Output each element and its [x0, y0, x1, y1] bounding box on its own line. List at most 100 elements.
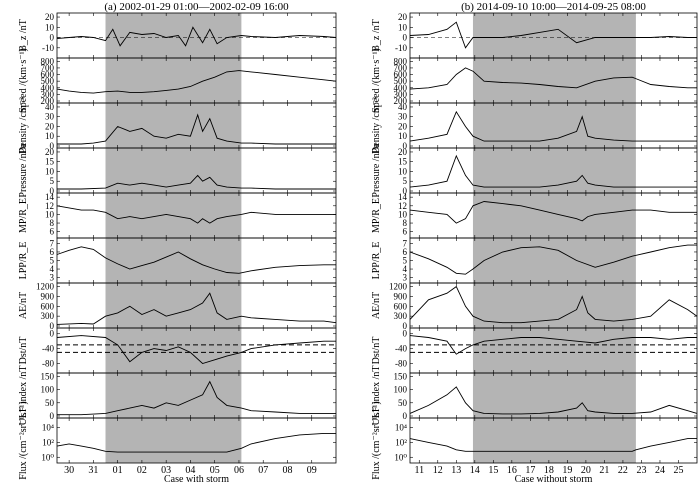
y-tick-label: 150: [394, 371, 408, 381]
y-axis-label: MP/R_E: [371, 198, 382, 233]
series-line: [409, 386, 698, 415]
y-tick-label: 100: [394, 385, 408, 395]
series-line: [409, 335, 697, 355]
x-tick-label: 15: [488, 465, 498, 476]
y-tick-label: -10: [395, 43, 407, 53]
y-axis-label: Pressure /nPa: [371, 143, 382, 198]
y-tick-label: 900: [41, 291, 55, 301]
series-line: [56, 292, 337, 325]
y-tick-label: 40: [398, 102, 408, 112]
x-tick-label: 12: [433, 465, 443, 476]
y-tick-label: 12: [45, 201, 54, 211]
y-tick-label: 20: [398, 12, 408, 22]
y-tick-label: -40: [42, 344, 54, 354]
series-line: [56, 432, 336, 453]
y-tick-label: 100: [41, 385, 55, 395]
series-line: [56, 205, 336, 224]
y-tick-label: 800: [394, 56, 408, 66]
y-axis-label: Pressure /nPa: [18, 143, 29, 198]
y-tick-label: 12: [398, 201, 407, 211]
y-tick-label: 700: [41, 63, 55, 73]
y-tick-label: 0: [403, 141, 408, 151]
y-axis-label: ULF index /nT: [18, 366, 29, 426]
y-tick-label: 5: [403, 176, 408, 186]
series-line: [409, 154, 697, 188]
y-tick-label: 7: [50, 238, 55, 248]
x-tick-label: 11: [414, 465, 424, 476]
y-axis-label: LPP/R_E: [18, 242, 29, 280]
x-tick-label: 25: [673, 465, 683, 476]
y-tick-label: 7: [403, 238, 408, 248]
x-tick-label: 01: [113, 465, 123, 476]
y-tick-label: 10: [45, 209, 55, 219]
series-line: [57, 113, 336, 145]
y-tick-label: 8: [403, 218, 408, 228]
y-tick-label: 10: [45, 166, 55, 176]
x-tick-label: 16: [507, 465, 517, 476]
y-tick-label: 0: [50, 321, 55, 331]
y-tick-label: 20: [45, 121, 55, 131]
y-tick-label: 1200: [36, 282, 55, 292]
x-tick-label: 22: [618, 465, 628, 476]
series-line: [56, 70, 337, 94]
panel-8: 0 50 100 150 ULF index /nT: [371, 366, 698, 426]
y-tick-label: 10²: [395, 437, 407, 447]
y-tick-label: 300: [41, 89, 55, 99]
y-tick-label: 10: [398, 166, 408, 176]
y-tick-label: 4: [403, 264, 408, 274]
y-tick-label: 300: [394, 311, 408, 321]
x-tick-label: 13: [451, 465, 461, 476]
y-axis-label: B_z /nT: [18, 19, 29, 52]
y-tick-label: 500: [41, 76, 55, 86]
y-tick-label: 0: [50, 33, 55, 43]
x-tick-label: 09: [307, 465, 317, 476]
x-tick-label: 03: [161, 465, 171, 476]
panel-frame: [409, 417, 698, 464]
series-line: [57, 174, 336, 190]
x-tick-label: 04: [185, 465, 195, 476]
x-axis-label: Case with storm: [164, 474, 229, 483]
y-tick-label: 10⁰: [394, 452, 407, 462]
y-axis-label: Flux /(cm⁻²sr⁻¹s⁻¹): [18, 401, 29, 479]
series-line: [409, 244, 697, 275]
y-tick-label: 5: [403, 256, 408, 266]
y-tick-label: 500: [394, 76, 408, 86]
column-b: (b) 2014-09-10 10:00—2014-09-25 08:00-10…: [371, 1, 698, 483]
series-line: [409, 438, 697, 452]
y-tick-label: 900: [394, 291, 408, 301]
y-tick-label: 0: [403, 321, 408, 331]
series-line: [56, 246, 336, 274]
y-axis-label: Flux /(cm⁻²sr⁻¹s⁻¹): [371, 401, 382, 479]
panel-7: -80 -40 0 Dst/nT: [371, 327, 698, 374]
y-tick-label: 300: [394, 89, 408, 99]
y-tick-label: 6: [403, 227, 408, 237]
y-axis-label: ULF index /nT: [371, 366, 382, 426]
y-tick-label: -10: [42, 43, 54, 53]
y-tick-label: 20: [398, 147, 408, 157]
y-tick-label: 0: [50, 141, 55, 151]
y-tick-label: 15: [398, 157, 408, 167]
chart-title: (a) 2002-01-29 01:00—2002-02-09 16:00: [104, 1, 289, 13]
y-tick-label: 200: [394, 96, 408, 106]
x-tick-label: 18: [544, 465, 554, 476]
y-tick-label: 15: [45, 157, 55, 167]
y-tick-label: 10: [45, 131, 55, 141]
y-tick-label: 30: [45, 112, 55, 122]
y-tick-label: 6: [403, 247, 408, 257]
panel-frame: [56, 417, 337, 464]
y-axis-label: Speed /(km·s⁻¹): [371, 48, 382, 113]
y-tick-label: 200: [41, 96, 55, 106]
x-tick-label: 23: [636, 465, 646, 476]
x-tick-label: 06: [234, 465, 244, 476]
y-axis-label: LPP/R_E: [371, 242, 382, 280]
y-tick-label: 20: [45, 147, 55, 157]
column-a: (a) 2002-01-29 01:00—2002-02-09 16:00 -10…: [18, 1, 337, 483]
y-tick-label: 20: [398, 121, 408, 131]
x-tick-label: 14: [470, 465, 480, 476]
y-tick-label: 10: [398, 22, 408, 32]
